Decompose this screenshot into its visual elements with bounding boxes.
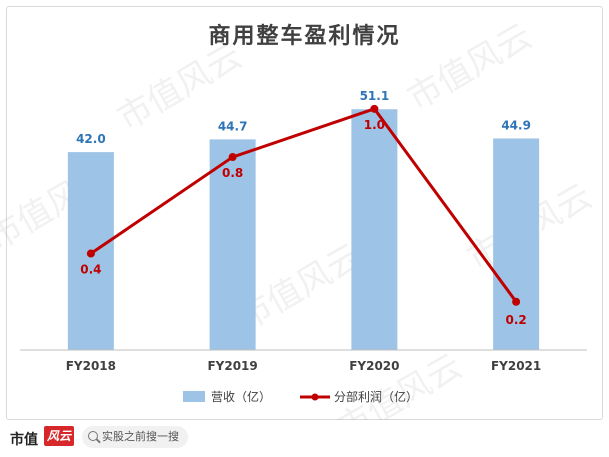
profit-point xyxy=(228,153,237,162)
x-tick-label: FY2019 xyxy=(207,359,257,373)
footer-bar: 市值 风云 实股之前搜一搜 xyxy=(0,420,609,457)
chart-svg: 42.0 44.7 51.1 44.9 FY2018 FY2019 FY2020 FY2021… xyxy=(20,89,587,404)
profit-point xyxy=(370,104,379,113)
profit-value-label: 0.8 xyxy=(222,166,243,180)
bar xyxy=(351,109,398,350)
legend-label-profit: 分部利润（亿） xyxy=(334,389,418,404)
bar-value-label: 44.9 xyxy=(501,118,531,132)
legend-marker-profit xyxy=(311,393,319,401)
x-tick-label: FY2021 xyxy=(491,359,541,373)
x-tick-label: FY2018 xyxy=(66,359,116,373)
profit-line xyxy=(90,107,518,303)
search-placeholder: 实股之前搜一搜 xyxy=(102,430,179,443)
bar-value-label: 44.7 xyxy=(218,119,248,133)
legend-swatch-revenue xyxy=(183,391,205,402)
profit-value-label: 0.4 xyxy=(80,263,101,277)
bar xyxy=(209,139,256,350)
brand-logo: 风云 xyxy=(44,426,74,446)
profit-point xyxy=(86,249,95,258)
bar-value-label: 42.0 xyxy=(76,132,106,146)
profit-point xyxy=(512,297,521,306)
bar xyxy=(493,138,540,350)
bar-value-label: 51.1 xyxy=(360,89,390,103)
profit-value-label: 0.2 xyxy=(505,313,526,327)
chart-title: 商用整车盈利情况 xyxy=(208,24,401,49)
search-icon xyxy=(88,431,98,441)
profit-value-label: 1.0 xyxy=(364,118,385,132)
search-box[interactable]: 实股之前搜一搜 xyxy=(82,426,188,448)
brand-name: 市值 xyxy=(10,432,38,448)
legend-label-revenue: 营收（亿） xyxy=(211,389,271,404)
x-tick-label: FY2020 xyxy=(349,359,399,373)
